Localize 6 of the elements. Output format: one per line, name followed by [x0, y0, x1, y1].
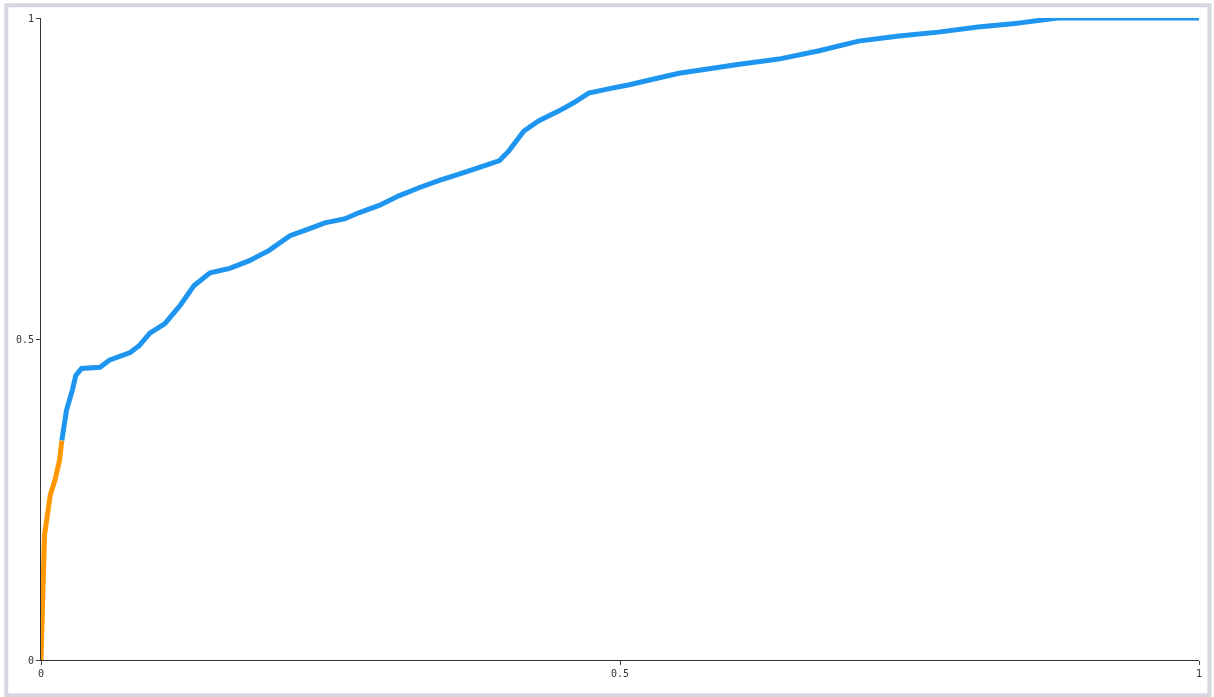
x-tick-label: 0.5	[610, 668, 630, 679]
y-tick-label: 0.5	[15, 333, 34, 345]
x-tick-label: 1	[1195, 668, 1203, 679]
y-tick-label: 1	[27, 12, 34, 24]
x-tick-label: 0	[37, 668, 45, 679]
y-tick-label: 0	[27, 654, 34, 666]
